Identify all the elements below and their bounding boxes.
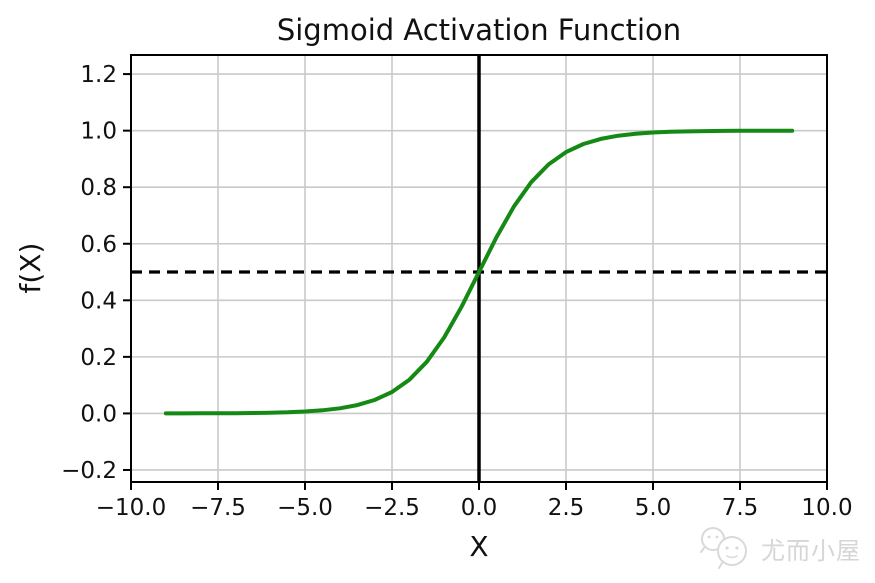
sigmoid-curve (163, 128, 795, 416)
svg-text:1.0: 1.0 (80, 119, 117, 145)
svg-text:−0.2: −0.2 (61, 458, 117, 484)
svg-text:0.0: 0.0 (461, 495, 498, 521)
tick-marks (123, 73, 828, 490)
watermark: 尤而小屋 (697, 525, 861, 571)
x-axis-label: X (469, 530, 488, 563)
svg-text:0.2: 0.2 (80, 345, 117, 371)
svg-text:10.0: 10.0 (801, 495, 852, 521)
watermark-text: 尤而小屋 (761, 536, 861, 565)
svg-text:−2.5: −2.5 (364, 495, 420, 521)
y-tick-labels: −0.2 0.0 0.2 0.4 0.6 0.8 1.0 1.2 (61, 62, 117, 484)
y-axis-label: f(X) (14, 243, 47, 294)
svg-text:0.8: 0.8 (80, 175, 117, 201)
svg-text:1.2: 1.2 (80, 62, 117, 88)
svg-text:−5.0: −5.0 (277, 495, 333, 521)
x-tick-labels: −10.0 −7.5 −5.0 −2.5 0.0 2.5 5.0 7.5 10.0 (96, 495, 853, 521)
svg-text:−7.5: −7.5 (190, 495, 246, 521)
svg-text:0.0: 0.0 (80, 401, 117, 427)
svg-text:0.4: 0.4 (80, 288, 117, 314)
svg-text:2.5: 2.5 (548, 495, 585, 521)
svg-text:0.6: 0.6 (80, 232, 117, 258)
chat-bubbles-logo-icon (700, 527, 747, 569)
chart-title: Sigmoid Activation Function (277, 13, 681, 47)
svg-text:−10.0: −10.0 (96, 495, 166, 521)
svg-text:5.0: 5.0 (635, 495, 672, 521)
svg-text:7.5: 7.5 (722, 495, 759, 521)
